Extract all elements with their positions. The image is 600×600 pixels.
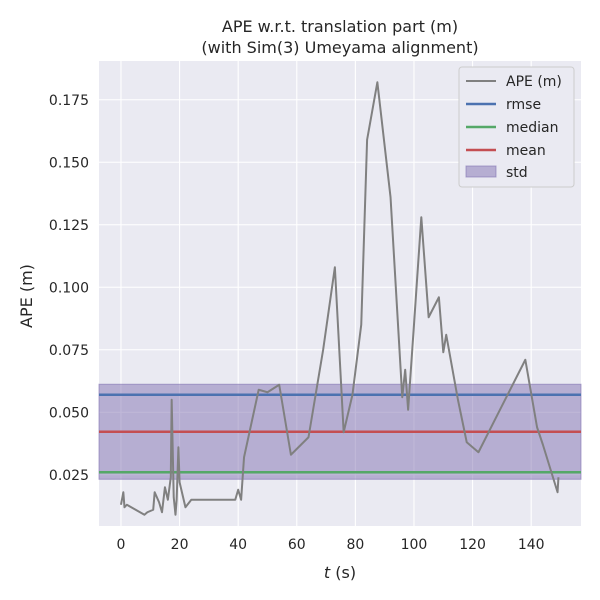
y-tick-label: 0.100 xyxy=(49,280,89,296)
x-tick-label: 80 xyxy=(346,537,364,553)
x-tick-label: 100 xyxy=(401,537,428,553)
y-tick-label: 0.075 xyxy=(49,343,89,359)
y-tick-label: 0.175 xyxy=(49,93,89,109)
legend-label-mean: mean xyxy=(506,143,546,159)
x-tick-label: 140 xyxy=(518,537,545,553)
legend-label-median: median xyxy=(506,120,558,136)
legend-label-ape: APE (m) xyxy=(506,74,562,90)
legend-box xyxy=(458,66,575,188)
x-tick-label: 60 xyxy=(288,537,306,553)
y-tick-label: 0.025 xyxy=(49,468,89,484)
chart-subtitle: (with Sim(3) Umeyama alignment) xyxy=(201,38,478,57)
chart-title: APE w.r.t. translation part (m) xyxy=(222,17,458,36)
x-axis-label-unit: (s) xyxy=(330,563,356,582)
legend-label-std: std xyxy=(506,165,528,181)
x-tick-label: 120 xyxy=(459,537,486,553)
y-tick-label: 0.125 xyxy=(49,218,89,234)
y-tick-label: 0.050 xyxy=(49,405,89,421)
legend: APE (m) rmse median mean std xyxy=(458,66,575,188)
y-tick-label: 0.150 xyxy=(49,155,89,171)
ape-series-line xyxy=(119,81,560,516)
y-axis-label: APE (m) xyxy=(17,264,36,328)
x-axis-label: t (s) xyxy=(324,563,356,582)
tick-labels: 0 20 40 60 80 100 120 140 0.025 0.050 0.075 0.100 0.… xyxy=(49,93,545,553)
x-tick-label: 40 xyxy=(229,537,247,553)
legend-label-rmse: rmse xyxy=(506,97,541,113)
ape-series-layer xyxy=(119,81,560,516)
x-tick-label: 0 xyxy=(117,537,126,553)
x-axis-label-symbol: t xyxy=(324,563,331,582)
x-tick-label: 20 xyxy=(171,537,189,553)
legend-swatch-std xyxy=(465,165,497,178)
